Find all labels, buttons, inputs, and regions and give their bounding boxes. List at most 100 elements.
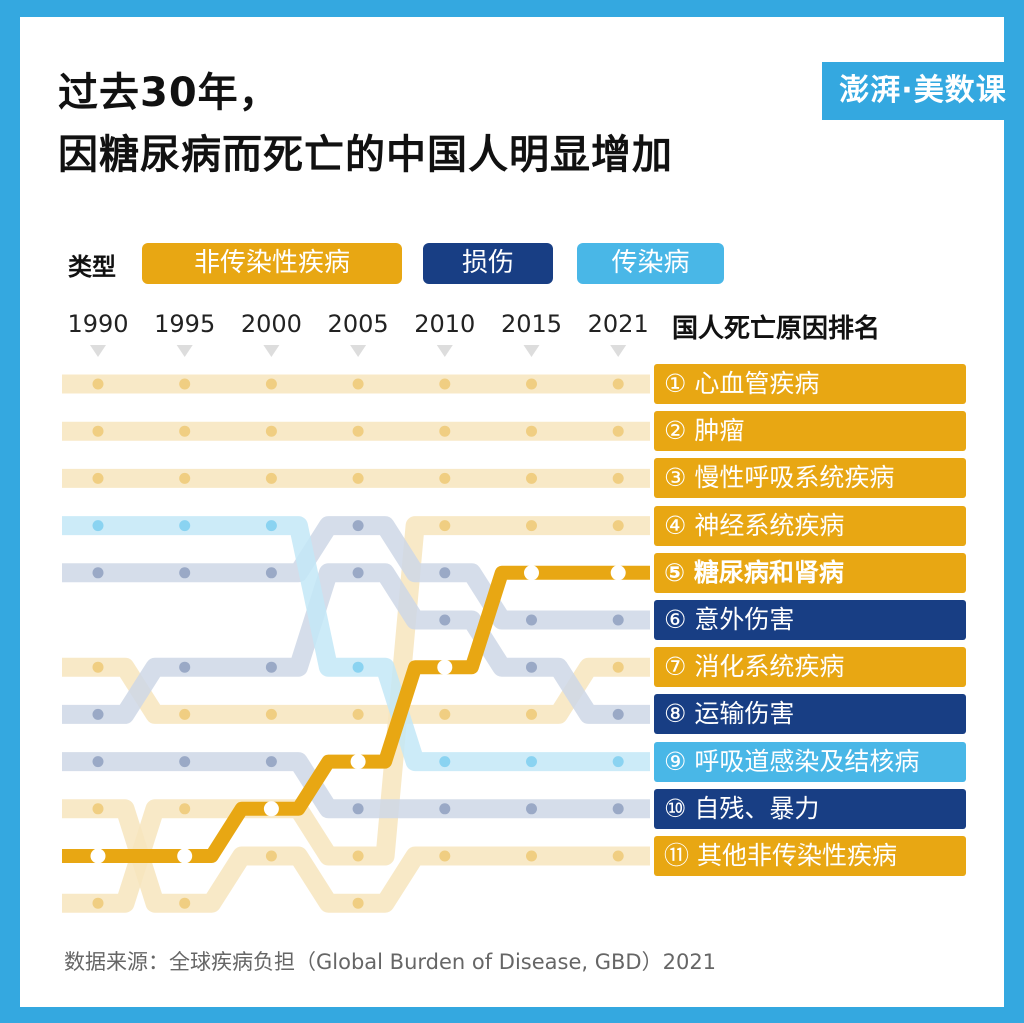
rank-point — [265, 472, 277, 484]
series-line — [62, 799, 650, 913]
rank-point — [612, 756, 624, 768]
year-marker-2021 — [610, 345, 627, 357]
rank-point — [612, 472, 624, 484]
rank-point — [612, 425, 624, 437]
year-label-2000: 2000 — [240, 310, 302, 338]
rank-point — [92, 567, 104, 579]
year-label-1990: 1990 — [67, 310, 129, 338]
rank-point — [179, 520, 191, 532]
rank-point — [524, 565, 539, 581]
title-line-1: 过去30年， — [58, 70, 280, 116]
rank-point — [439, 425, 451, 437]
rank-label: ④ 神经系统疾病 — [654, 505, 966, 546]
rank-point — [352, 567, 364, 579]
legend-label: 类型 — [68, 253, 116, 281]
rank-point — [610, 565, 626, 581]
rank-point — [350, 754, 366, 770]
title-line-2: 因糖尿病而死亡的中国人明显增加 — [58, 132, 673, 178]
rank-point — [437, 659, 453, 675]
legend-item-injury: 损伤 — [423, 243, 553, 284]
series-慢性呼吸系统疾病 — [62, 468, 650, 488]
rank-point — [612, 520, 624, 532]
rank-point — [265, 567, 277, 579]
rank-label: ⑪ 其他非传染性疾病 — [654, 836, 966, 876]
rank-point — [92, 520, 104, 532]
rank-point — [439, 708, 451, 720]
series-line — [62, 516, 650, 630]
year-label-2010: 2010 — [414, 310, 476, 338]
rank-point — [439, 614, 451, 626]
rank-point — [612, 708, 624, 720]
series-line — [62, 563, 650, 724]
rank-point — [352, 425, 364, 437]
rank-axis-title: 国人死亡原因排名 — [672, 314, 881, 344]
series-其他非传染性疾病 — [62, 799, 650, 913]
rank-point — [526, 850, 537, 862]
rank-point — [92, 756, 104, 768]
rank-point — [526, 520, 537, 532]
rank-label: ⑤ 糖尿病和肾病 — [654, 552, 966, 593]
rank-point — [179, 708, 191, 720]
series-运输伤害 — [62, 563, 650, 724]
rank-point — [92, 803, 104, 815]
rank-point — [352, 472, 364, 484]
rank-point — [612, 378, 624, 390]
rank-point — [352, 708, 364, 720]
year-label-2005: 2005 — [327, 310, 389, 338]
year-marker-2000 — [263, 345, 280, 357]
rank-point — [352, 850, 364, 862]
series-肿瘤 — [62, 421, 650, 441]
rank-point — [92, 378, 104, 390]
rank-label: ② 肿瘤 — [654, 411, 966, 452]
series-消化系统疾病 — [62, 657, 650, 724]
rank-point — [439, 756, 451, 768]
rank-point — [439, 850, 451, 862]
rank-point — [439, 520, 451, 532]
rank-point — [179, 425, 191, 437]
rank-point — [265, 520, 277, 532]
year-label-1995: 1995 — [154, 310, 216, 338]
rank-point — [179, 803, 191, 815]
rank-point — [612, 614, 624, 626]
series-糖尿病和肾病 — [62, 565, 650, 864]
rank-point — [352, 661, 364, 673]
rank-point — [612, 803, 624, 815]
rank-point — [179, 661, 191, 673]
rank-point — [352, 520, 364, 532]
rank-point — [177, 848, 193, 864]
rank-point — [92, 897, 104, 909]
rank-point — [92, 708, 104, 720]
series-呼吸道感染及结核病 — [62, 516, 650, 772]
year-label-2015: 2015 — [500, 310, 563, 338]
series-line — [62, 752, 650, 819]
rank-point — [92, 425, 104, 437]
legend-item-ncd: 非传染性疾病 — [142, 243, 402, 284]
rank-label: ① 心血管疾病 — [654, 364, 966, 404]
series-line — [62, 516, 650, 913]
rank-point — [265, 425, 277, 437]
rank-point — [526, 803, 537, 815]
rank-point — [526, 756, 537, 768]
year-marker-1990 — [90, 345, 106, 357]
rank-point — [179, 897, 191, 909]
rank-label: ⑥ 意外伤害 — [654, 600, 966, 640]
rank-point — [352, 897, 364, 909]
year-label-2021: 2021 — [587, 310, 649, 338]
series-自残、暴力 — [62, 752, 650, 819]
rank-point — [352, 803, 364, 815]
rank-point — [265, 850, 277, 862]
rank-point — [526, 425, 537, 437]
rank-point — [352, 378, 364, 390]
data-source: 数据来源：全球疾病负担（Global Burden of Disease, GB… — [64, 950, 717, 974]
rank-point — [439, 803, 451, 815]
rank-point — [265, 708, 277, 720]
rank-label: ⑧ 运输伤害 — [654, 694, 966, 735]
series-心血管疾病 — [62, 374, 650, 394]
rank-point — [179, 567, 191, 579]
rank-point — [526, 661, 537, 673]
rank-point — [179, 472, 191, 484]
rank-point — [612, 850, 624, 862]
rank-point — [179, 378, 191, 390]
page-title: 过去30年， 因糖尿病而死亡的中国人明显增加 — [58, 62, 673, 186]
